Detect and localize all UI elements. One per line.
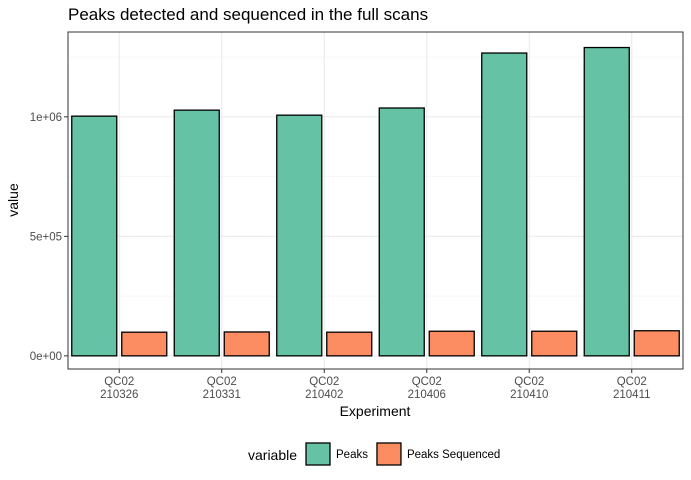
panel-border: [67, 31, 684, 370]
x-tick-label: QC02: [412, 376, 442, 388]
bar-peaks: [481, 52, 528, 357]
x-tick-label: 210331: [203, 389, 241, 401]
y-tick-label: 0e+00: [30, 351, 62, 363]
y-tick-label: 1e+06: [30, 112, 62, 124]
x-axis: QC02210326QC02210331QC02210402QC02210406…: [100, 369, 651, 401]
legend-swatch: [305, 442, 331, 466]
bar-peaks-sequenced: [428, 330, 475, 357]
bar-peaks: [276, 114, 323, 357]
legend-swatch: [376, 442, 402, 466]
x-tick-label: QC02: [309, 376, 339, 388]
bar-peaks: [71, 115, 118, 357]
bar-peaks: [583, 46, 630, 357]
legend-label: Peaks: [336, 449, 368, 461]
bar-peaks: [378, 107, 425, 357]
bar-peaks-sequenced: [326, 331, 373, 357]
legend-title: variable: [248, 447, 297, 463]
x-tick-label: 210406: [408, 389, 446, 401]
legend-label: Peaks Sequenced: [407, 449, 500, 461]
y-axis-title: value: [5, 183, 21, 217]
x-axis-title: Experiment: [340, 403, 411, 419]
bar-peaks-sequenced: [633, 330, 680, 357]
legend: variable Peaks Peaks Sequenced: [248, 442, 500, 466]
bars: [71, 46, 680, 357]
bar-peaks: [173, 109, 220, 357]
grid: [68, 32, 683, 369]
x-tick-label: QC02: [514, 376, 544, 388]
x-tick-label: QC02: [617, 376, 647, 388]
x-tick-label: 210410: [510, 389, 548, 401]
x-tick-label: QC02: [207, 376, 237, 388]
y-tick-label: 5e+05: [30, 231, 62, 243]
bar-peaks-sequenced: [531, 330, 578, 357]
x-tick-label: 210411: [613, 389, 651, 401]
bar-peaks-sequenced: [121, 331, 168, 357]
chart-title: Peaks detected and sequenced in the full…: [68, 5, 428, 24]
y-axis: 0e+00 5e+05 1e+06: [30, 112, 68, 363]
x-tick-label: 210402: [305, 389, 343, 401]
x-tick-label: 210326: [100, 389, 138, 401]
bar-peaks-sequenced: [223, 331, 270, 357]
x-tick-label: QC02: [104, 376, 134, 388]
